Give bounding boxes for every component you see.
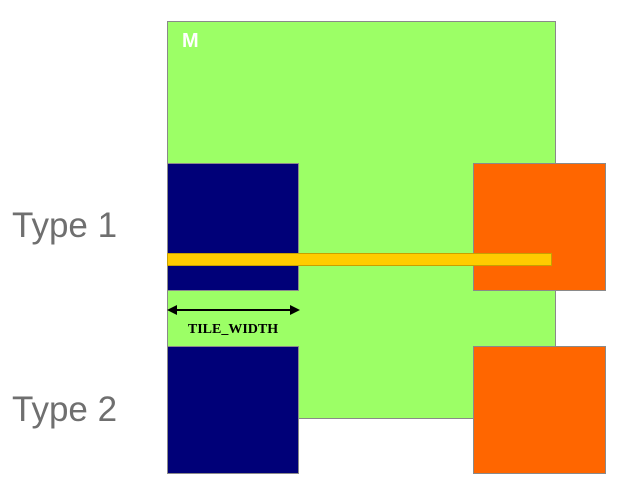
type2-label: Type 2 bbox=[12, 390, 118, 429]
matrix-label: M bbox=[182, 30, 199, 52]
type1-row-bar bbox=[167, 253, 552, 266]
type2-dark-tile bbox=[167, 346, 299, 474]
type1-label: Type 1 bbox=[12, 206, 118, 245]
double-arrow-icon bbox=[167, 305, 300, 315]
tile-width-label: TILE_WIDTH bbox=[187, 322, 279, 337]
type1-orange-tile bbox=[473, 163, 606, 291]
type1-dark-tile bbox=[167, 163, 299, 291]
type2-orange-tile bbox=[473, 346, 606, 474]
